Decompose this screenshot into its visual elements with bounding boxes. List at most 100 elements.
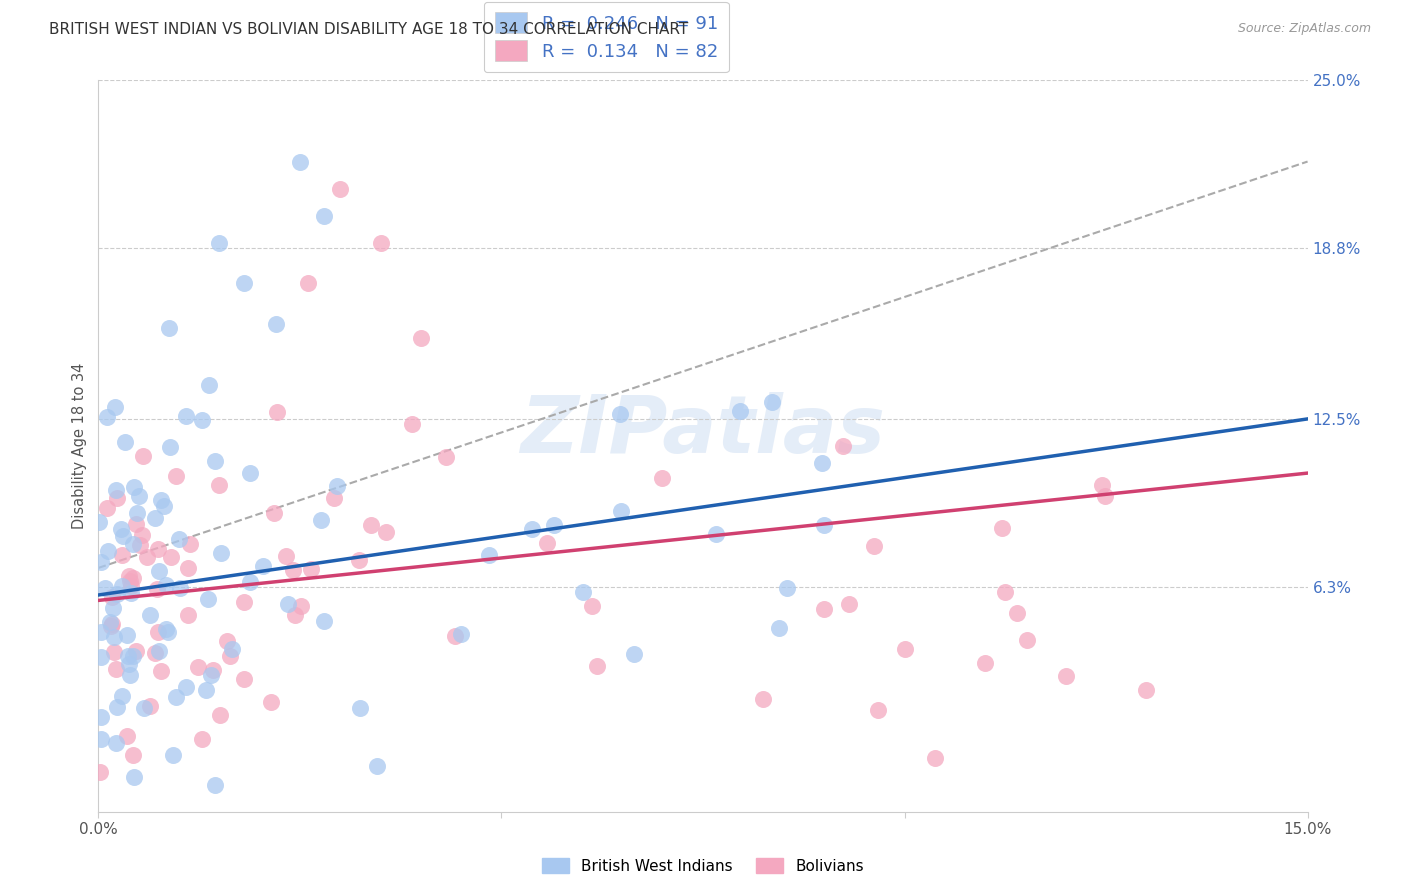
Point: [314, 209, 336, 223]
Point: [609, 408, 631, 422]
Point: [111, 689, 134, 703]
Point: [146, 816, 169, 830]
Point: [100, 619, 122, 633]
Point: [111, 529, 134, 543]
Point: [149, 664, 172, 678]
Point: [651, 470, 673, 484]
Point: [536, 536, 558, 550]
Point: [768, 621, 790, 635]
Text: Source: ZipAtlas.com: Source: ZipAtlas.com: [1237, 22, 1371, 36]
Point: [434, 450, 457, 464]
Point: [104, 662, 127, 676]
Point: [329, 181, 352, 195]
Point: [117, 648, 139, 663]
Text: ZIPatlas: ZIPatlas: [520, 392, 886, 470]
Point: [274, 549, 297, 563]
Point: [187, 659, 209, 673]
Point: [157, 321, 180, 335]
Point: [239, 466, 262, 480]
Point: [209, 546, 232, 560]
Point: [572, 584, 595, 599]
Point: [974, 656, 997, 670]
Point: [118, 657, 141, 671]
Point: [100, 590, 122, 604]
Point: [239, 574, 262, 589]
Point: [105, 700, 128, 714]
Point: [233, 595, 256, 609]
Point: [176, 608, 198, 623]
Point: [444, 629, 467, 643]
Point: [299, 561, 322, 575]
Point: [100, 617, 122, 632]
Point: [191, 732, 214, 747]
Point: [761, 394, 783, 409]
Point: [105, 736, 128, 750]
Point: [208, 707, 231, 722]
Point: [90, 710, 112, 724]
Point: [111, 579, 134, 593]
Point: [349, 701, 371, 715]
Point: [323, 491, 346, 505]
Point: [153, 500, 176, 514]
Point: [581, 599, 603, 613]
Point: [401, 417, 423, 432]
Point: [776, 581, 799, 595]
Point: [89, 555, 111, 569]
Point: [176, 680, 198, 694]
Point: [191, 413, 214, 427]
Point: [87, 870, 110, 884]
Point: [233, 672, 256, 686]
Point: [148, 624, 170, 639]
Point: [208, 477, 231, 491]
Point: [121, 748, 143, 763]
Point: [105, 587, 128, 601]
Point: [165, 690, 187, 704]
Point: [288, 154, 311, 169]
Point: [838, 597, 860, 611]
Point: [89, 765, 111, 780]
Point: [105, 491, 128, 505]
Point: [125, 506, 148, 520]
Point: [139, 698, 162, 713]
Point: [221, 641, 243, 656]
Point: [90, 649, 112, 664]
Point: [326, 478, 349, 492]
Point: [217, 634, 239, 648]
Point: [349, 553, 371, 567]
Point: [1015, 633, 1038, 648]
Point: [96, 410, 118, 425]
Point: [585, 659, 607, 673]
Point: [148, 644, 170, 658]
Point: [146, 582, 169, 596]
Point: [277, 597, 299, 611]
Point: [96, 500, 118, 515]
Point: [200, 668, 222, 682]
Point: [90, 625, 112, 640]
Point: [1091, 478, 1114, 492]
Point: [832, 439, 855, 453]
Point: [520, 522, 543, 536]
Point: [124, 480, 146, 494]
Point: [862, 539, 884, 553]
Point: [728, 404, 751, 418]
Point: [169, 581, 191, 595]
Point: [1005, 606, 1028, 620]
Point: [197, 591, 219, 606]
Point: [111, 549, 134, 563]
Point: [201, 663, 224, 677]
Point: [174, 409, 197, 424]
Point: [610, 504, 633, 518]
Point: [893, 642, 915, 657]
Point: [146, 541, 169, 556]
Point: [704, 527, 727, 541]
Point: [120, 579, 142, 593]
Point: [284, 608, 307, 623]
Point: [195, 682, 218, 697]
Point: [924, 750, 946, 764]
Point: [160, 550, 183, 565]
Point: [156, 624, 179, 639]
Point: [122, 571, 145, 585]
Point: [204, 454, 226, 468]
Point: [145, 511, 167, 525]
Point: [204, 778, 226, 792]
